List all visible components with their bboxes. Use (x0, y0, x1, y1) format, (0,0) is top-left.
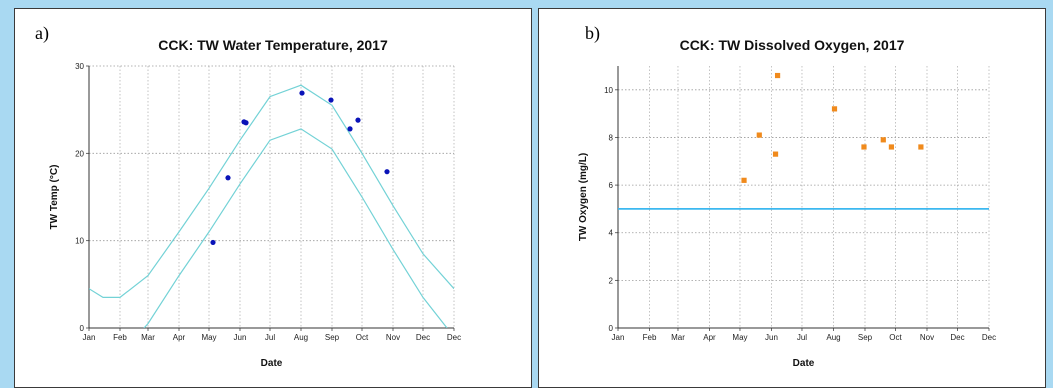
x-tick-label: Dec (982, 333, 996, 342)
data-point (880, 137, 886, 143)
y-axis-title: TW Temp (°C) (49, 165, 60, 230)
y-tick-label: 4 (609, 229, 614, 238)
oxygen-plot: Jan Feb Mar Apr May Jun Jul Aug Sep Oct Nov Dec Dec 0… (578, 66, 996, 369)
y-axis-title: TW Oxygen (mg/L) (578, 153, 589, 241)
y-tick-label: 30 (75, 62, 84, 71)
y-tick-label: 2 (609, 276, 614, 285)
envelope-line (89, 84, 454, 298)
x-tick-label: Jan (612, 333, 625, 342)
x-tick-label: May (732, 333, 747, 342)
data-point (243, 120, 249, 126)
x-tick-label: Jul (797, 333, 807, 342)
x-tick-label: Dec (447, 333, 461, 342)
x-axis-title: Date (793, 358, 815, 369)
chart-title-oxygen: CCK: TW Dissolved Oxygen, 2017 (679, 37, 905, 53)
x-tick-label: Jul (265, 333, 275, 342)
x-tick-label: Oct (356, 333, 369, 342)
x-tick-label: Mar (671, 333, 685, 342)
data-point (756, 132, 762, 138)
y-tick-label: 0 (80, 324, 85, 333)
data-point (741, 177, 747, 183)
y-tick-label: 10 (75, 237, 84, 246)
data-point (299, 90, 305, 96)
x-tick-label: Dec (416, 333, 430, 342)
data-point (861, 144, 867, 150)
y-tick-label: 20 (75, 149, 84, 158)
x-tick-label: Sep (858, 333, 873, 342)
data-point (210, 239, 216, 246)
envelope-line (143, 128, 448, 328)
data-point (831, 106, 838, 112)
data-point (347, 126, 353, 132)
x-tick-label: Dec (950, 333, 964, 342)
x-tick-label: Apr (703, 333, 716, 342)
data-point (355, 117, 361, 123)
data-point (225, 175, 231, 181)
data-point (384, 169, 390, 175)
data-point (328, 97, 334, 103)
x-tick-label: Oct (889, 333, 902, 342)
chart-title-temperature: CCK: TW Water Temperature, 2017 (158, 37, 388, 53)
x-tick-label: Jan (83, 333, 96, 342)
x-tick-label: Nov (386, 333, 400, 342)
panel-label-b: b) (585, 23, 600, 43)
y-tick-label: 10 (604, 86, 613, 95)
x-tick-label: Feb (643, 333, 657, 342)
x-tick-label: Sep (325, 333, 340, 342)
data-point (772, 151, 779, 157)
x-tick-label: Jun (234, 333, 247, 342)
x-tick-label: Apr (173, 333, 186, 342)
y-tick-label: 6 (609, 181, 614, 190)
oxygen-chart-panel: b) CCK: TW Dissolved Oxygen, 2017 Jan Feb… (538, 8, 1046, 388)
x-tick-label: Aug (826, 333, 840, 342)
x-tick-label: Feb (113, 333, 127, 342)
data-point (774, 72, 781, 79)
x-tick-label: Jun (765, 333, 778, 342)
data-point (888, 144, 895, 150)
y-tick-label: 0 (609, 324, 614, 333)
y-tick-label: 8 (609, 133, 614, 142)
x-axis-title: Date (261, 358, 283, 369)
x-tick-label: May (201, 333, 216, 342)
x-tick-label: Aug (294, 333, 308, 342)
data-point (918, 144, 924, 150)
temperature-plot: Jan Feb Mar Apr May Jun Jul Aug Sep Oct Nov Dec Dec 0… (49, 62, 461, 369)
temperature-chart-panel: a) CCK: TW Water Temperature, 2017 Jan Fe… (14, 8, 532, 388)
x-tick-label: Nov (920, 333, 934, 342)
panel-label-a: a) (35, 23, 49, 43)
x-tick-label: Mar (141, 333, 155, 342)
